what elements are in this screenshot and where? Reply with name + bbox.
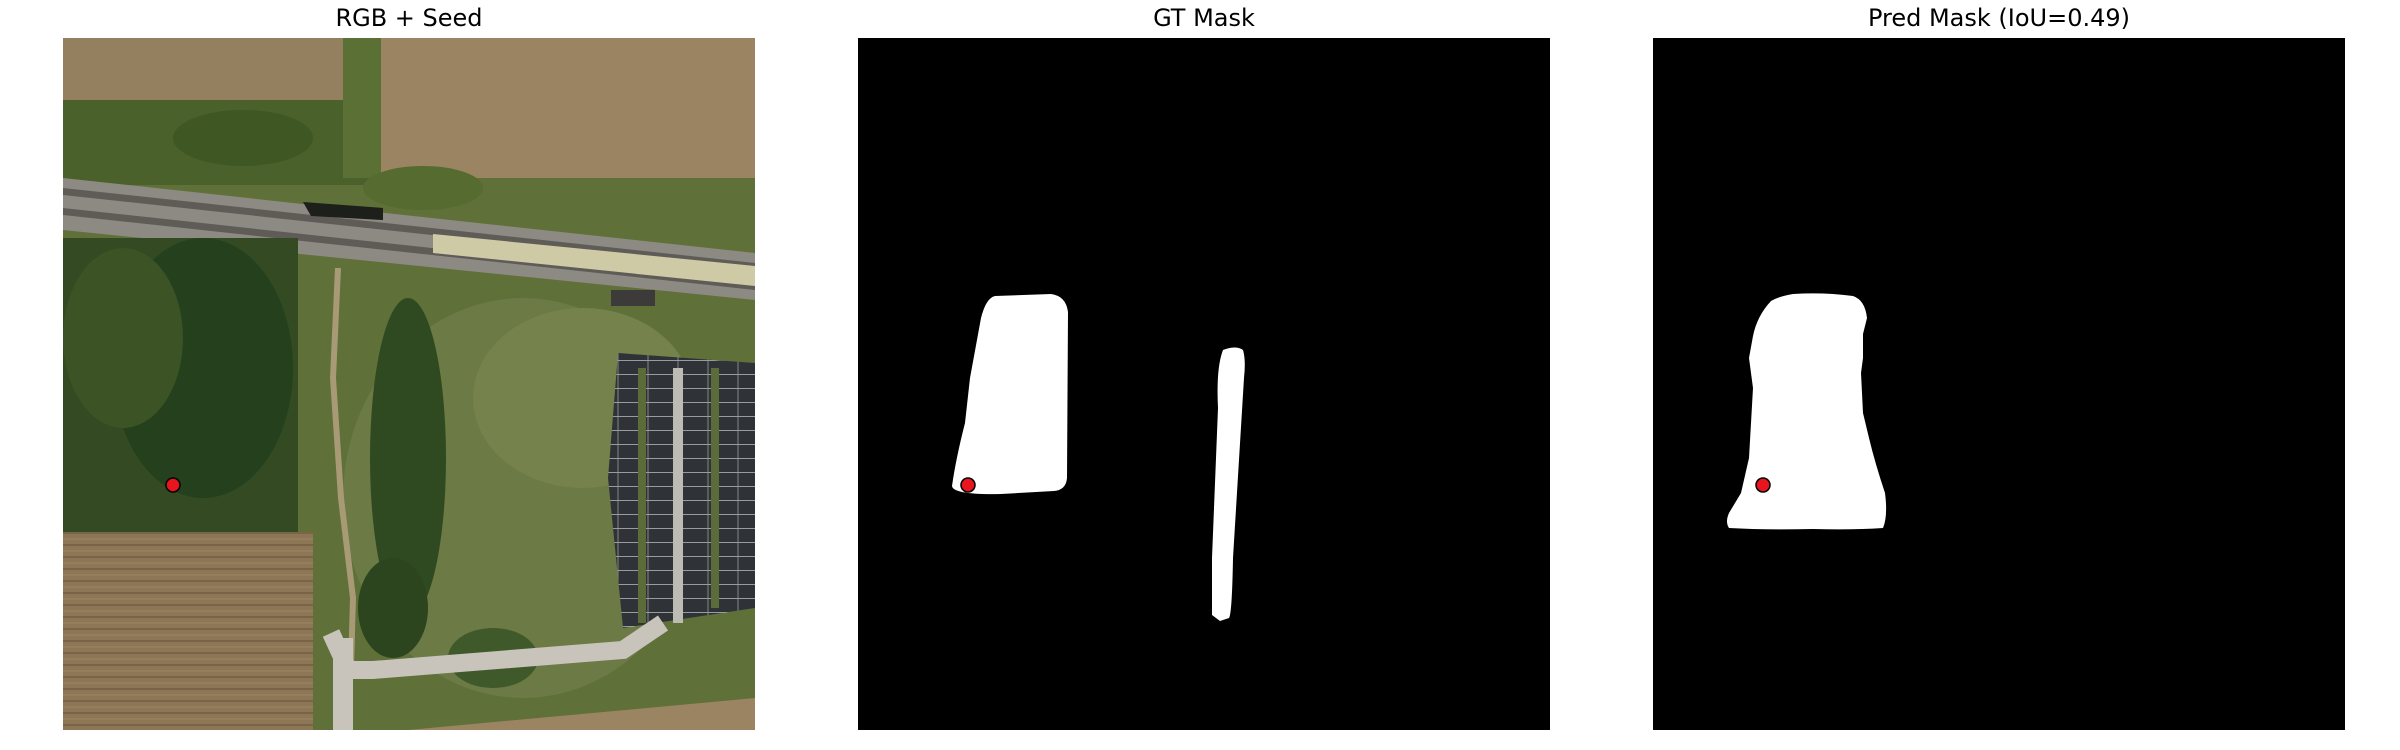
seed-point-marker [960,477,976,493]
seed-point-marker [165,477,181,493]
pred-mask-region [1727,293,1887,530]
panel-title-rgb-seed: RGB + Seed [335,4,483,32]
panel-title-pred-mask: Pred Mask (IoU=0.49) [1867,4,2131,32]
panel-title-gt-mask: GT Mask [1153,4,1255,32]
pred-mask-panel [1653,38,2345,730]
gt-mask-region-right [1212,347,1245,621]
gt-mask-region-left [952,294,1068,495]
rgb-aerial-image-panel [63,38,755,730]
gt-mask-panel [858,38,1550,730]
seed-point-marker [1755,477,1771,493]
